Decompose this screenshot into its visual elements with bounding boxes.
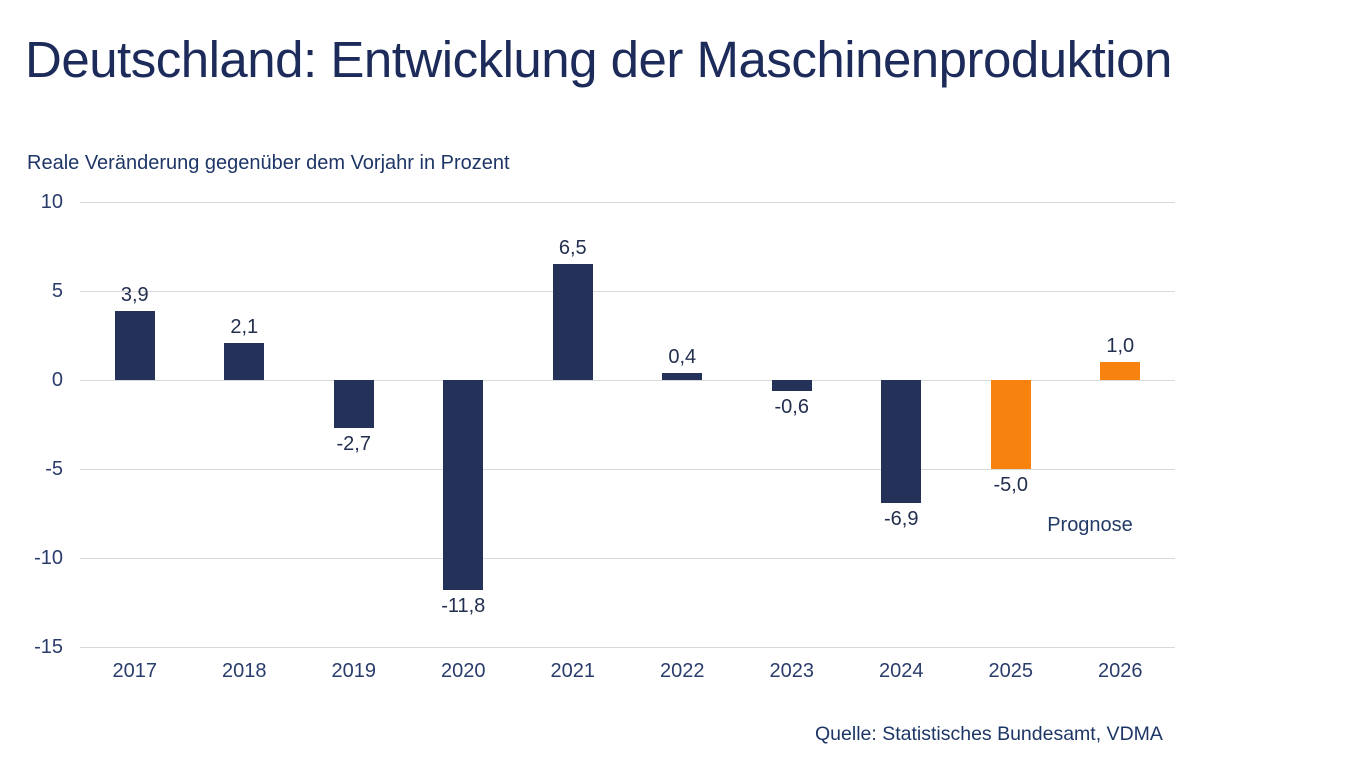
chart-subtitle: Reale Veränderung gegenüber dem Vorjahr …: [27, 152, 510, 174]
x-tick-label: 2026: [1098, 660, 1143, 682]
x-tick-label: 2022: [660, 660, 705, 682]
bar-2022: [662, 372, 703, 380]
gridline: [80, 468, 1175, 470]
chart-column-2024: -6,9 2024: [847, 202, 957, 682]
bar-value-label: 3,9: [120, 283, 149, 306]
x-tick-label: 2021: [550, 660, 596, 682]
bar-2019: [333, 380, 374, 429]
bar-value-label: 1,0: [1106, 335, 1135, 358]
gridline: [80, 201, 1175, 203]
chart-column-2020: -11,8 2020: [409, 202, 519, 682]
bar-value-label: 6,5: [558, 237, 587, 260]
bar-value-label: 0,4: [668, 345, 697, 368]
y-tick-label: 5: [51, 280, 63, 302]
x-tick-label: 2020: [441, 660, 486, 682]
bar-2018: [224, 342, 265, 380]
bar-forecast-2025: [990, 380, 1031, 469]
x-tick-label: 2025: [988, 660, 1034, 682]
bar-2021: [552, 264, 593, 380]
bar-2024: [881, 380, 922, 503]
x-tick-label: 2024: [879, 660, 924, 682]
chart-column-2023: -0,6 2023: [737, 202, 847, 682]
y-tick-label: 0: [51, 369, 63, 391]
page-title: Deutschland: Entwicklung der Maschinenpr…: [25, 31, 1172, 88]
chart-column-2019: -2,7 2019: [299, 202, 409, 682]
bar-value-label: -0,6: [774, 395, 809, 418]
bar-2023: [771, 380, 812, 391]
chart-column-2022: 0,4 2022: [628, 202, 738, 682]
y-tick-label: -15: [34, 636, 63, 658]
gridline: [80, 290, 1175, 292]
y-tick-label: 10: [40, 191, 63, 213]
y-axis: 10 5 0 -5 -10 -15: [0, 192, 63, 657]
bar-forecast-2026: [1100, 362, 1141, 380]
prognose-annotation: Prognose: [1047, 514, 1133, 536]
x-tick-label: 2017: [112, 660, 158, 682]
bar-value-label: -2,7: [336, 433, 371, 456]
chart-column-2018: 2,1 2018: [190, 202, 300, 682]
bar-value-label: -6,9: [884, 507, 919, 530]
bar-2020: [443, 380, 484, 591]
y-tick-label: -5: [45, 458, 63, 480]
source-note: Quelle: Statistisches Bundesamt, VDMA: [815, 723, 1163, 745]
bar-2017: [114, 310, 155, 380]
plot-area: 3,9 2017 2,1 2018 -2,7 2019 -11,8 2020 6,5 2021 0,…: [80, 201, 1176, 682]
chart-column-2017: 3,9 2017: [80, 202, 190, 682]
y-tick-label: -10: [34, 547, 63, 569]
gridline: [80, 646, 1175, 648]
gridline: [80, 379, 1175, 381]
chart-column-2021: 6,5 2021: [518, 202, 628, 682]
x-tick-label: 2023: [769, 660, 815, 682]
x-tick-label: 2018: [222, 660, 267, 682]
gridline: [80, 557, 1175, 559]
chart-column-2026: 1,0 2026: [1066, 202, 1176, 682]
chart-column-2025: -5,0 2025: [956, 202, 1066, 682]
bar-value-label: -5,0: [993, 474, 1028, 496]
x-tick-label: 2019: [331, 660, 377, 682]
bar-value-label: -11,8: [441, 595, 486, 618]
bar-value-label: 2,1: [230, 315, 259, 338]
